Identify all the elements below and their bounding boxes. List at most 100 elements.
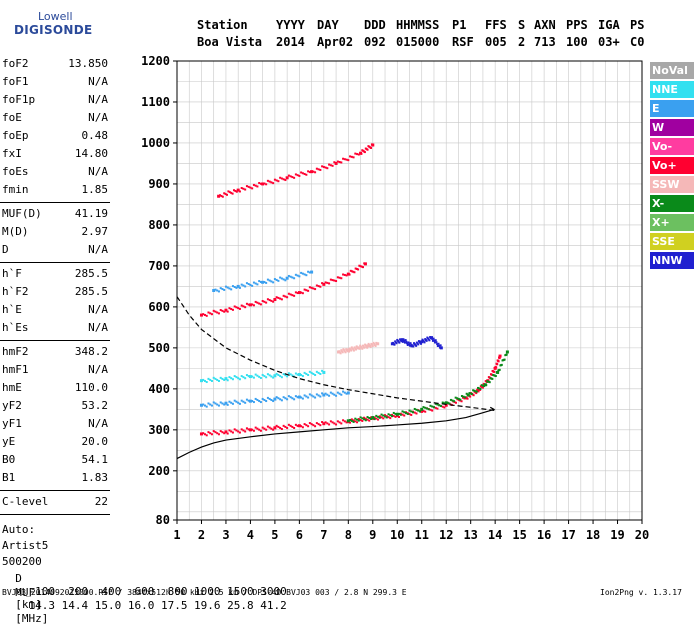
muf-unit: [MHz] [15,612,49,625]
param-value: N/A [88,165,108,178]
data-point [203,379,206,382]
header-labels: Station YYYY DAY DDD HHMMSS P1 FFS S AXN… [0,0,644,364]
data-point [212,376,215,379]
data-point [209,403,212,406]
param-name: foF1p [2,93,36,106]
data-point [294,273,297,276]
data-point [498,357,501,360]
series-vo- [199,354,502,437]
data-point [268,397,271,400]
data-point [308,422,311,425]
data-point [216,403,219,406]
data-point [217,379,220,382]
data-point [406,342,409,345]
data-point [223,192,226,195]
data-point [431,409,434,412]
data-point [286,398,289,401]
data-point [411,411,414,414]
data-point [232,189,235,192]
data-point [307,396,310,399]
data-point [293,294,296,297]
data-point [371,345,374,348]
data-point [368,344,371,347]
data-point [322,422,326,426]
param-separator [0,202,110,203]
data-point [427,408,430,411]
y-tick-label: 1000 [141,136,170,150]
data-point [406,343,409,346]
data-point [248,428,252,432]
data-point [303,173,306,176]
data-point [328,282,331,285]
data-point [367,342,370,345]
data-point [199,313,203,317]
data-point [248,375,252,379]
data-point [256,283,259,286]
data-point [333,279,336,282]
data-point [368,419,371,422]
data-point [231,378,234,381]
data-point [353,346,356,349]
data-point [420,340,424,344]
data-point [294,395,297,398]
y-tick-label: 900 [148,177,170,191]
data-point [391,415,394,418]
data-point [244,430,247,433]
data-point [258,182,261,185]
data-point [224,193,227,196]
param-value: N/A [88,75,108,88]
data-point [370,416,373,419]
header-value-hhmmss: 015000 [396,35,440,49]
data-point [272,428,275,431]
data-point [398,341,401,344]
legend-item: W [650,119,694,136]
data-point [303,423,306,426]
param-row: fxI 14.80 [2,147,108,163]
param-name: h`Es [2,321,29,334]
param-value: 20.0 [81,435,109,448]
data-point [312,372,315,375]
legend-item: NNE [650,81,694,98]
data-point [305,274,308,277]
data-point [240,283,243,286]
data-point [319,424,322,427]
data-point [225,193,228,196]
data-point [223,288,226,291]
data-point [230,401,233,404]
data-point [214,431,217,434]
data-point [273,426,277,430]
param-row: h`F2 285.5 [2,285,108,301]
data-point [425,339,428,342]
data-point [244,188,247,191]
data-point [210,433,213,436]
data-point [251,375,254,378]
header-value-ps: C0 [630,35,645,49]
data-point [387,413,390,416]
data-point [474,390,477,393]
data-point [424,410,427,413]
data-point [224,308,228,312]
data-point [284,374,287,377]
data-point [310,423,313,426]
muf-d-values: 100 200 400 600 800 1000 1500 3000 [15,585,294,598]
data-point [289,275,292,278]
data-point [300,291,303,294]
header-value-p1: RSF [452,35,474,49]
data-point [370,417,373,420]
data-point [431,405,434,408]
data-point [491,377,494,380]
data-point [495,366,498,369]
data-point [338,351,341,354]
data-point [321,282,324,285]
chart-ticks: 1 2 3 4 5 6 7 8 9 10 11 12 13 14 15 16 17 18 19 20802003004… [141,54,649,542]
data-point [238,431,241,434]
x-tick-label: 1 [173,528,180,542]
data-point [247,185,250,188]
data-point [268,299,271,302]
data-point [336,160,339,163]
data-point [207,402,210,405]
data-point [336,276,339,279]
data-point [226,286,229,289]
data-point [293,277,296,280]
data-point [331,164,334,167]
